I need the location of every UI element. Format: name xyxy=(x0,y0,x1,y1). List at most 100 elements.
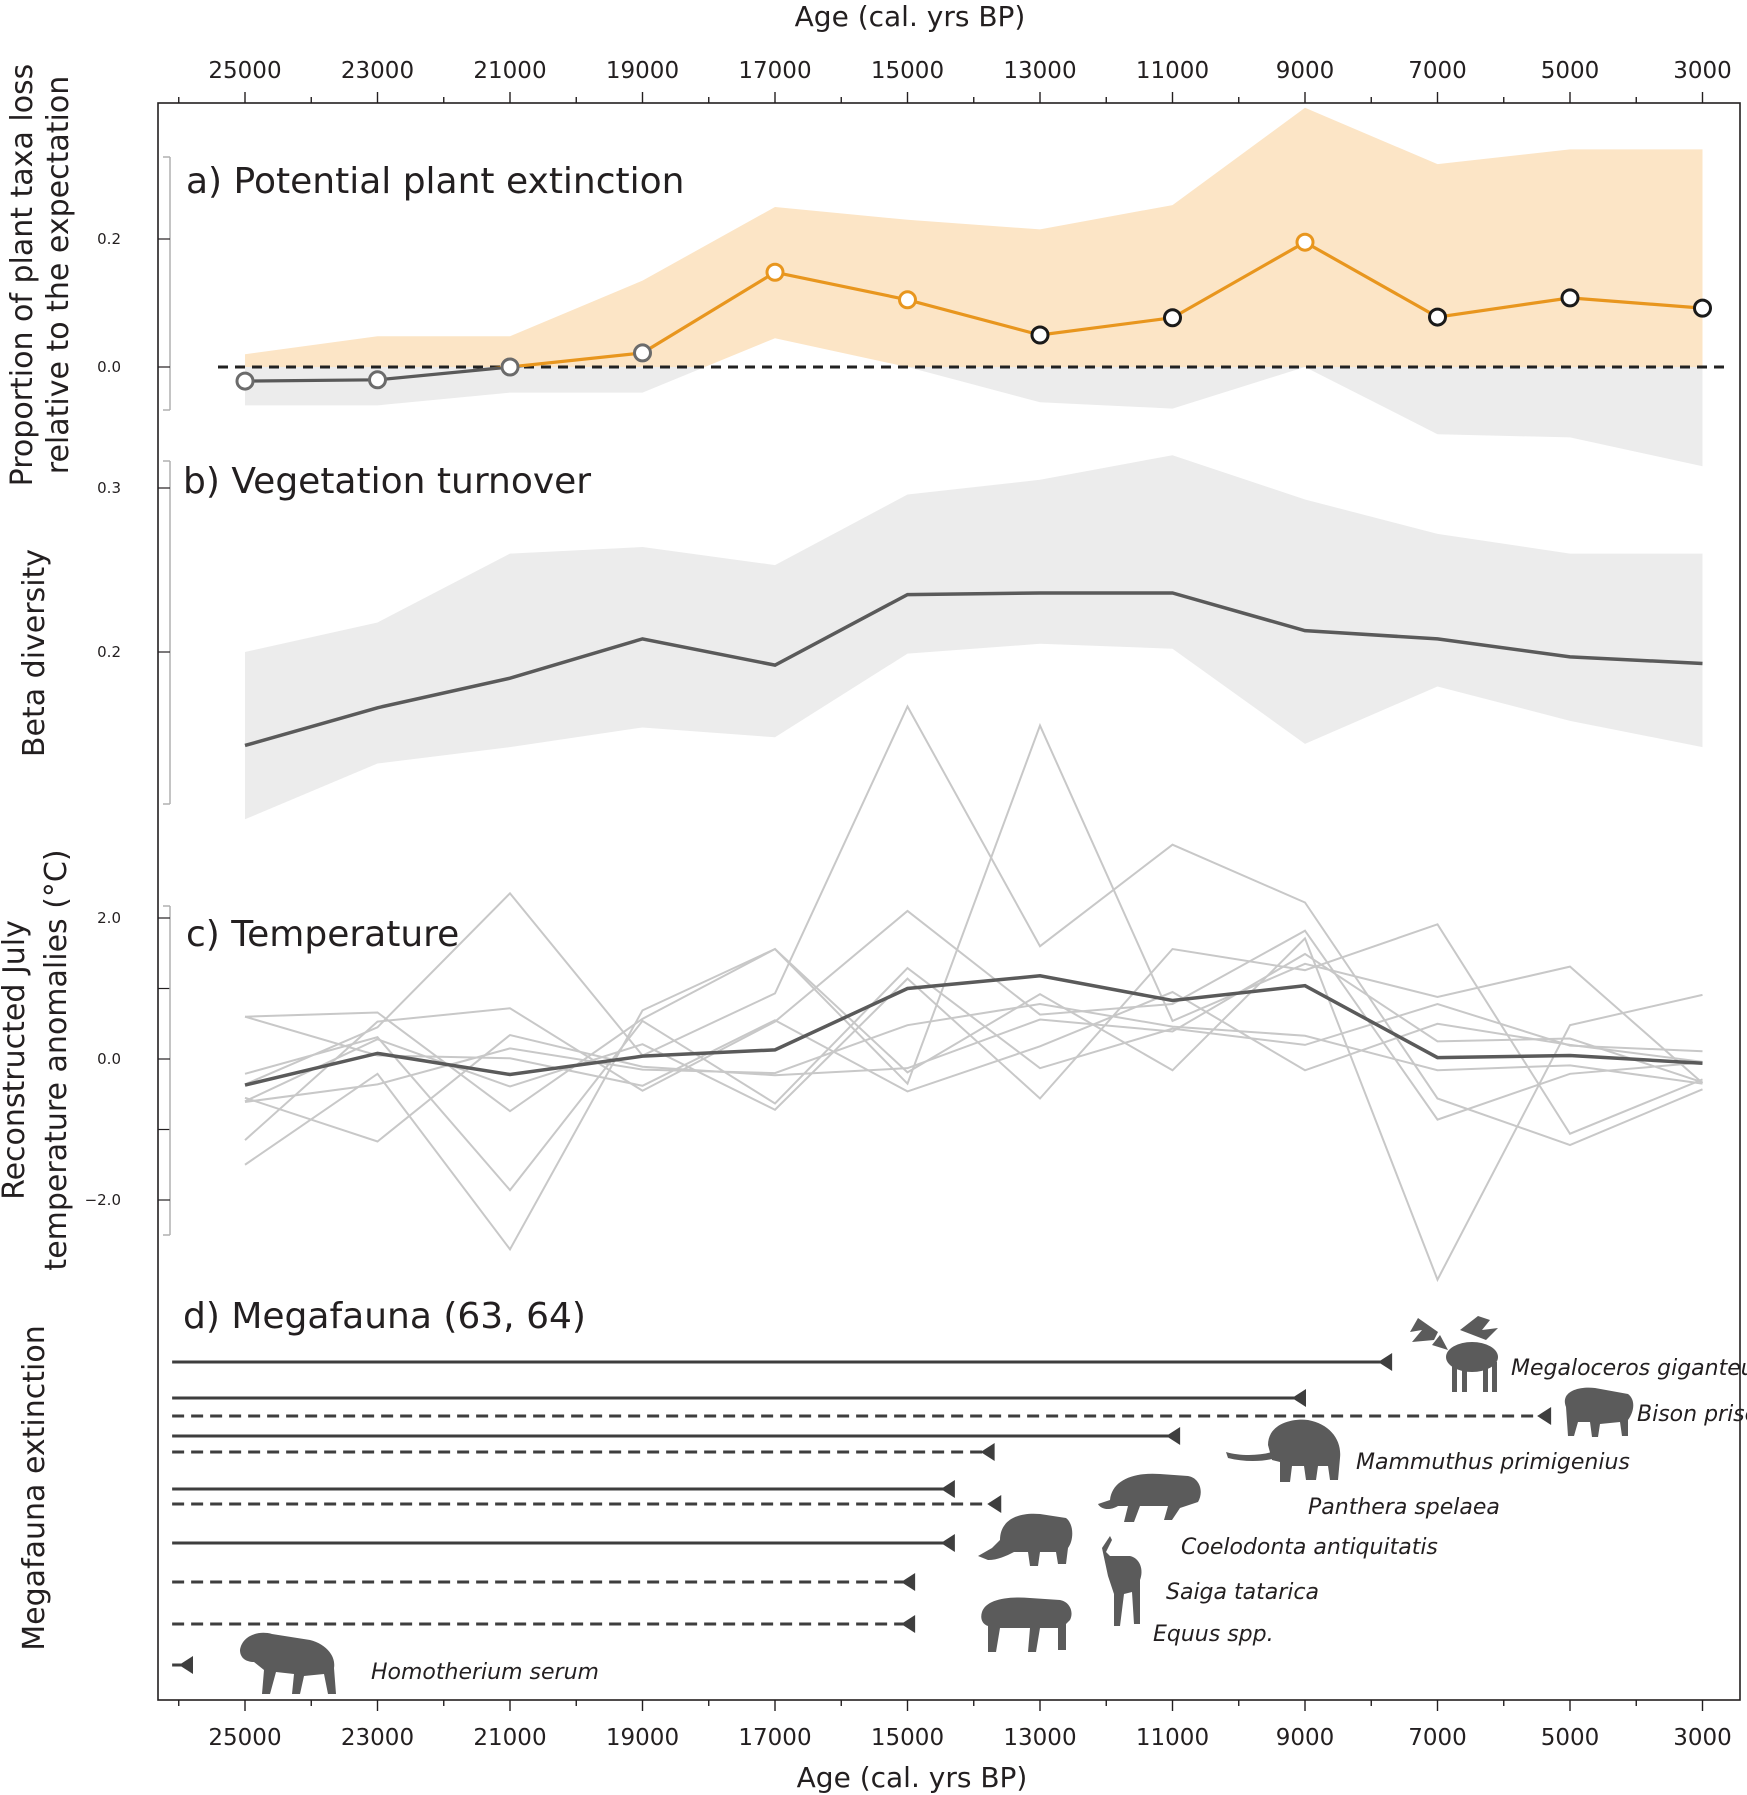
ci-band-above xyxy=(245,107,1703,367)
x-tick-label-bottom: 13000 xyxy=(1003,1725,1076,1751)
x-tick-label-bottom: 3000 xyxy=(1673,1725,1732,1751)
y-label-a-line1: Proportion of plant taxa loss xyxy=(5,64,40,487)
x-tick-label-bottom: 5000 xyxy=(1541,1725,1600,1751)
x-axis-title-bottom: Age (cal. yrs BP) xyxy=(797,1761,1028,1794)
x-tick-label-bottom: 23000 xyxy=(341,1725,414,1751)
species-label: Homotherium serum xyxy=(371,1660,599,1685)
x-tick-label-bottom: 11000 xyxy=(1136,1725,1209,1751)
panel-d-megafauna: d) Megafauna (63, 64) Megaloceros gigante… xyxy=(172,1296,1747,1694)
bison-silhouette xyxy=(1564,1387,1634,1437)
panel-c-title: c) Temperature xyxy=(186,914,459,955)
series-line-below xyxy=(244,367,526,383)
x-axis-title-top: Age (cal. yrs BP) xyxy=(795,0,1026,33)
record-line xyxy=(244,1002,1703,1103)
horse-silhouette xyxy=(981,1597,1072,1652)
panel-c-temperature: 2.0 0.0 −2.0 c) Temperature xyxy=(85,704,1704,1283)
extinction-marker xyxy=(1537,1407,1552,1425)
extinction-marker xyxy=(987,1495,1002,1513)
data-point xyxy=(765,262,785,282)
x-tick-label-top: 5000 xyxy=(1541,58,1600,84)
y-label-d: Megafauna extinction xyxy=(17,1325,52,1650)
x-tick-label-top: 7000 xyxy=(1408,58,1467,84)
record-line xyxy=(244,909,1703,1141)
record-line xyxy=(244,704,1703,1147)
x-axis-bottom: 25000 23000 21000 19000 17000 15000 13000 11000… xyxy=(178,1700,1732,1751)
x-tick-label-top: 11000 xyxy=(1136,58,1209,84)
series-line-above xyxy=(493,240,1703,367)
species-label: Megaloceros giganteus xyxy=(1511,1356,1747,1381)
series-line xyxy=(244,591,1703,748)
data-point xyxy=(1030,325,1050,345)
x-tick-label-top: 19000 xyxy=(606,58,679,84)
x-tick-label-bottom: 15000 xyxy=(871,1725,944,1751)
panel-b-y-tick-label: 0.2 xyxy=(97,643,121,661)
species-label: Equus spp. xyxy=(1153,1622,1274,1647)
data-point xyxy=(1693,298,1712,318)
x-tick-label-top: 3000 xyxy=(1673,58,1732,84)
panel-b-vegetation-turnover: 0.3 0.2 b) Vegetation turnover xyxy=(97,455,1703,820)
data-point xyxy=(1163,308,1182,328)
record-line xyxy=(244,923,1703,1135)
y-label-a-line2: relative to the expectation xyxy=(41,76,76,474)
extinction-marker xyxy=(940,1534,955,1552)
species-label: Bison priscus xyxy=(1637,1402,1747,1427)
x-tick-label-top: 9000 xyxy=(1276,58,1335,84)
extinction-marker xyxy=(901,1573,916,1591)
panel-a-y-tick-label: 0.0 xyxy=(97,358,121,376)
extinction-marker xyxy=(980,1443,995,1461)
mammoth-silhouette xyxy=(1226,1419,1341,1482)
x-tick-label-top: 21000 xyxy=(473,58,546,84)
data-point xyxy=(1560,288,1580,308)
x-tick-label-top: 17000 xyxy=(738,58,811,84)
panel-c-y-tick-label: 0.0 xyxy=(97,1050,121,1068)
extinction-marker xyxy=(179,1656,193,1674)
record-line xyxy=(244,952,1703,1143)
plot-frame xyxy=(157,102,1741,1701)
y-label-c-line2: temperature anomalies (°C) xyxy=(39,849,74,1270)
data-point xyxy=(1295,232,1315,252)
extinction-marker xyxy=(1292,1389,1306,1407)
ci-band xyxy=(245,455,1703,820)
data-point xyxy=(235,371,255,391)
species-label: Mammuthus primigenius xyxy=(1356,1450,1630,1475)
woolly-rhino-silhouette xyxy=(978,1513,1073,1566)
x-tick-label-top: 15000 xyxy=(871,58,944,84)
extinction-marker xyxy=(1378,1353,1393,1371)
panel-a-plant-extinction: 0.2 0.0 a) Potential plant extinction xyxy=(97,107,1730,467)
x-tick-label-bottom: 9000 xyxy=(1276,1725,1335,1751)
data-point xyxy=(500,357,520,377)
mean-line xyxy=(244,974,1703,1087)
panel-b-title: b) Vegetation turnover xyxy=(183,461,591,502)
x-tick-label-bottom: 19000 xyxy=(606,1725,679,1751)
x-tick-label-bottom: 17000 xyxy=(738,1725,811,1751)
x-tick-label-bottom: 21000 xyxy=(473,1725,546,1751)
data-point xyxy=(633,343,652,363)
x-tick-label-top: 23000 xyxy=(341,58,414,84)
data-point xyxy=(368,370,387,390)
data-point xyxy=(1428,307,1447,327)
saiga-silhouette xyxy=(1102,1536,1142,1626)
x-tick-label-top: 25000 xyxy=(208,58,281,84)
record-line xyxy=(244,722,1704,1113)
x-tick-label-bottom: 7000 xyxy=(1408,1725,1467,1751)
x-tick-label-top: 13000 xyxy=(1003,58,1076,84)
extinction-marker xyxy=(1166,1427,1181,1445)
extinction-marker xyxy=(940,1480,955,1498)
species-label: Saiga tatarica xyxy=(1166,1580,1319,1605)
species-label: Panthera spelaea xyxy=(1308,1495,1500,1520)
homotherium-silhouette xyxy=(240,1632,336,1694)
y-label-b: Beta diversity xyxy=(17,549,52,757)
megaloceros-silhouette xyxy=(1410,1316,1498,1392)
panel-d-title: d) Megafauna (63, 64) xyxy=(183,1296,586,1337)
record-line xyxy=(244,936,1703,1283)
data-point xyxy=(898,290,917,310)
extinction-marker xyxy=(901,1615,916,1633)
record-line xyxy=(244,966,1703,1192)
species-label: Coelodonta antiquitatis xyxy=(1181,1535,1438,1560)
panel-c-y-tick-label: −2.0 xyxy=(85,1191,121,1209)
panel-a-title: a) Potential plant extinction xyxy=(186,161,685,202)
x-axis-top: 25000 23000 21000 19000 17000 15000 13000 11000… xyxy=(178,58,1732,103)
y-label-c-line1: Reconstructed July xyxy=(0,920,32,1200)
panel-c-y-tick-label: 2.0 xyxy=(97,909,121,927)
